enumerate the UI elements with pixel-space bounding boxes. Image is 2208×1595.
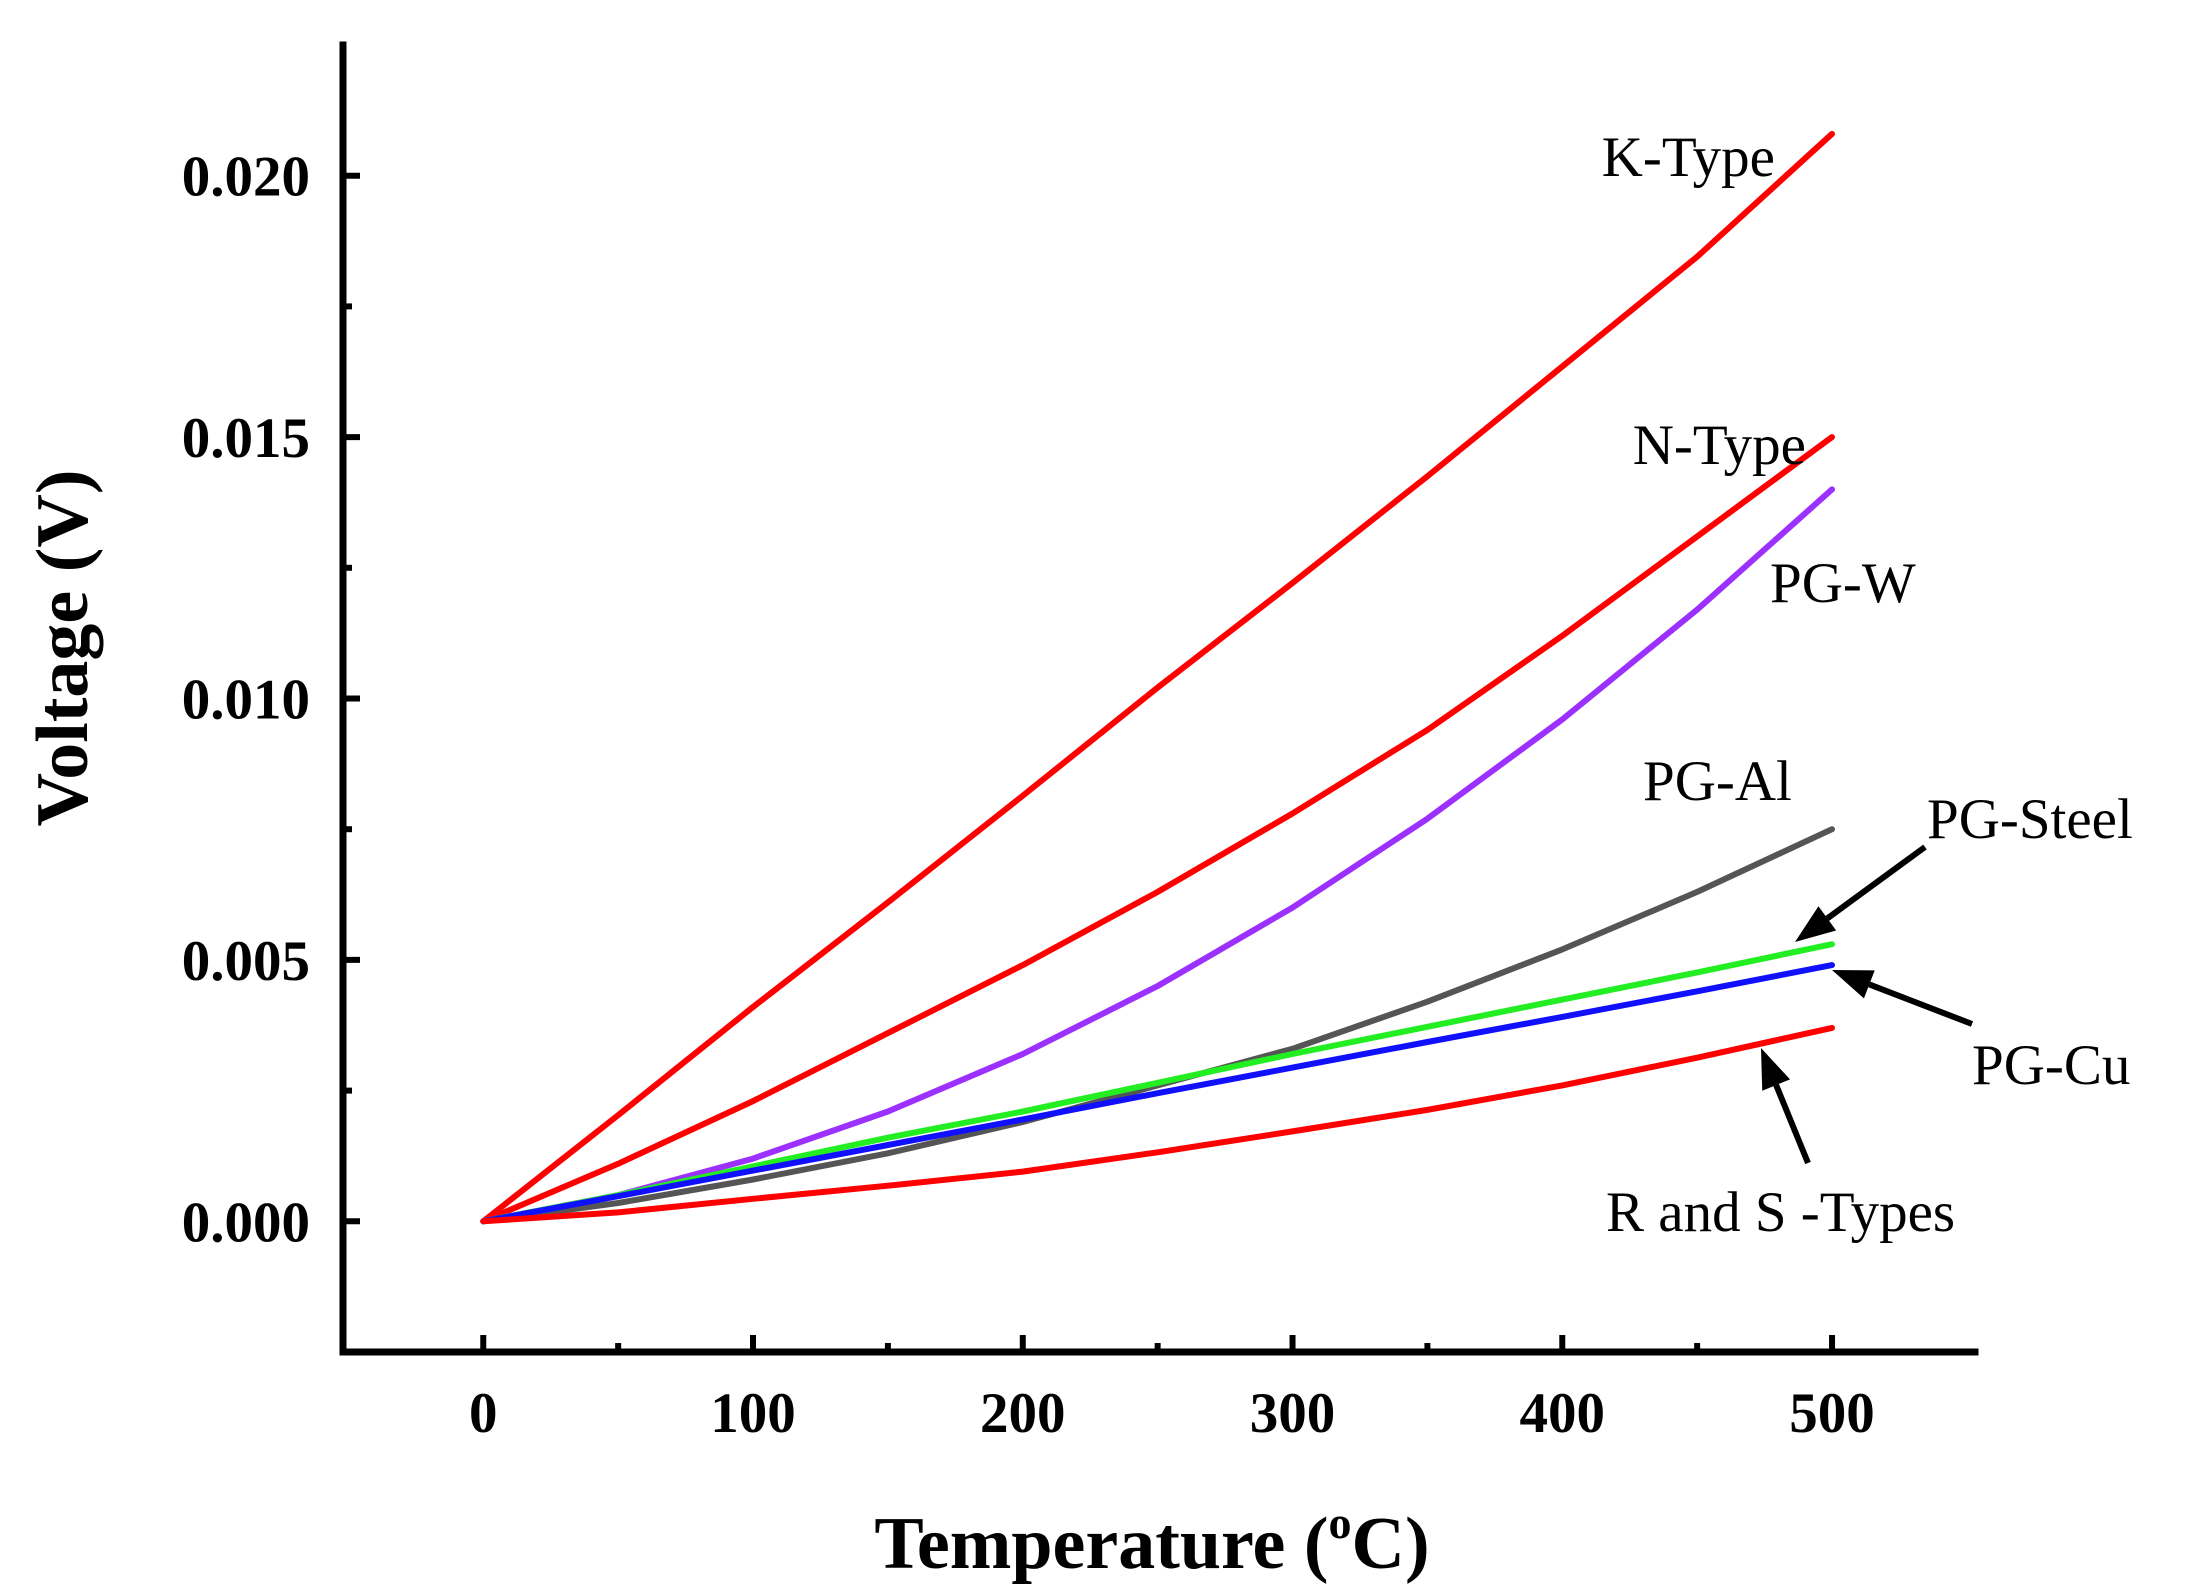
y-tick-label: 0.005 xyxy=(182,930,310,993)
x-axis-title-unit-open: ( xyxy=(1285,1503,1328,1585)
series-line-k-type xyxy=(480,130,1835,1225)
series-line-r-and-s-types xyxy=(480,1024,1835,1225)
annotation-pg-w: PG-W xyxy=(1770,552,1916,615)
annotation-k-type: K-Type xyxy=(1602,126,1775,189)
annotation-pg-al: PG-Al xyxy=(1643,750,1792,813)
x-tick-label: 500 xyxy=(1789,1382,1875,1445)
arrow-pg-cu xyxy=(1868,981,1974,1027)
series-line-pg-w xyxy=(480,486,1835,1225)
x-tick-label: 0 xyxy=(469,1382,498,1445)
arrow-head-r-and-s xyxy=(1761,1048,1791,1091)
axes: 0 100 200 300 400 500 0.000 0.005 0.010 0.015 0.02… xyxy=(182,41,1979,1445)
series-line-pg-cu xyxy=(480,962,1835,1225)
x-tick-label: 400 xyxy=(1520,1382,1606,1445)
y-tick-label: 0.000 xyxy=(182,1191,310,1254)
y-axis-title: Voltage (V) xyxy=(22,470,104,827)
arrow-head-pg-cu xyxy=(1832,970,1875,999)
x-tick-label: 100 xyxy=(710,1382,796,1445)
arrow-pg-steel xyxy=(1825,844,1927,921)
series-line-n-type xyxy=(480,434,1835,1225)
x-axis-title-unit-sup: o xyxy=(1329,1497,1352,1548)
y-tick-label: 0.020 xyxy=(182,146,310,209)
arrow-r-and-s xyxy=(1773,1083,1811,1165)
series-line-pg-steel xyxy=(480,941,1835,1225)
annotations: K-Type N-Type PG-W PG-Al PG-Steel PG-Cu R and … xyxy=(1602,126,2133,1244)
x-tick-label: 200 xyxy=(980,1382,1066,1445)
annotation-pg-steel: PG-Steel xyxy=(1927,788,2133,851)
annotation-r-and-s-types: R and S -Types xyxy=(1606,1181,1955,1244)
x-axis-title-unit-close: C) xyxy=(1352,1503,1430,1585)
annotation-n-type: N-Type xyxy=(1633,414,1806,477)
x-tick-label: 300 xyxy=(1250,1382,1336,1445)
x-axis-title-main: Temperature xyxy=(874,1503,1285,1585)
series-line-pg-al xyxy=(480,826,1835,1225)
annotation-pg-cu: PG-Cu xyxy=(1972,1034,2130,1097)
y-tick-label: 0.010 xyxy=(182,669,310,732)
series-group xyxy=(480,130,1835,1225)
arrow-head-pg-steel xyxy=(1795,906,1837,942)
x-axis-title: Temperature (oC) xyxy=(874,1497,1429,1585)
y-tick-label: 0.015 xyxy=(182,407,310,470)
